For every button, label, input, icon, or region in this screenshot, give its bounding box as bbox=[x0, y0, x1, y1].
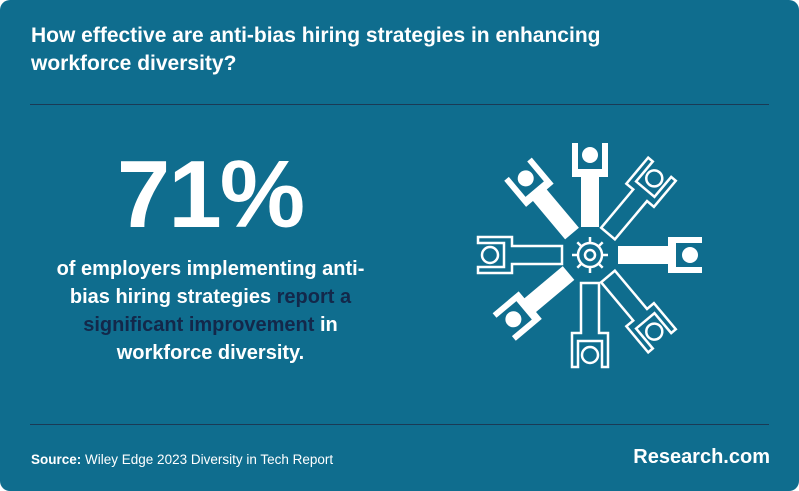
title: How effective are anti-bias hiring strat… bbox=[31, 24, 601, 75]
person-icon bbox=[618, 237, 702, 273]
people-wheel bbox=[476, 143, 702, 369]
person-icon bbox=[492, 259, 581, 341]
stat-description: of employers implementing anti-bias hiri… bbox=[38, 255, 383, 367]
illustration bbox=[476, 143, 702, 369]
divider bbox=[30, 104, 769, 105]
source-text: Wiley Edge 2023 Diversity in Tech Report bbox=[85, 452, 334, 467]
person-icon bbox=[592, 263, 678, 354]
person-icon bbox=[572, 143, 608, 227]
person-icon bbox=[570, 281, 610, 369]
brand-logo: Research.com bbox=[633, 446, 770, 468]
description-text: of employers implementing anti-bias hiri… bbox=[56, 258, 365, 308]
person-icon bbox=[476, 235, 564, 275]
source: Source: Wiley Edge 2023 Diversity in Tec… bbox=[31, 452, 333, 467]
description-highlight: report a significant improvement bbox=[83, 286, 352, 336]
divider bbox=[30, 424, 769, 425]
gear bbox=[572, 237, 608, 273]
stat-value: 71% bbox=[116, 141, 305, 248]
description-text: in workforce diversity. bbox=[116, 314, 338, 364]
source-label: Source: bbox=[31, 452, 82, 467]
